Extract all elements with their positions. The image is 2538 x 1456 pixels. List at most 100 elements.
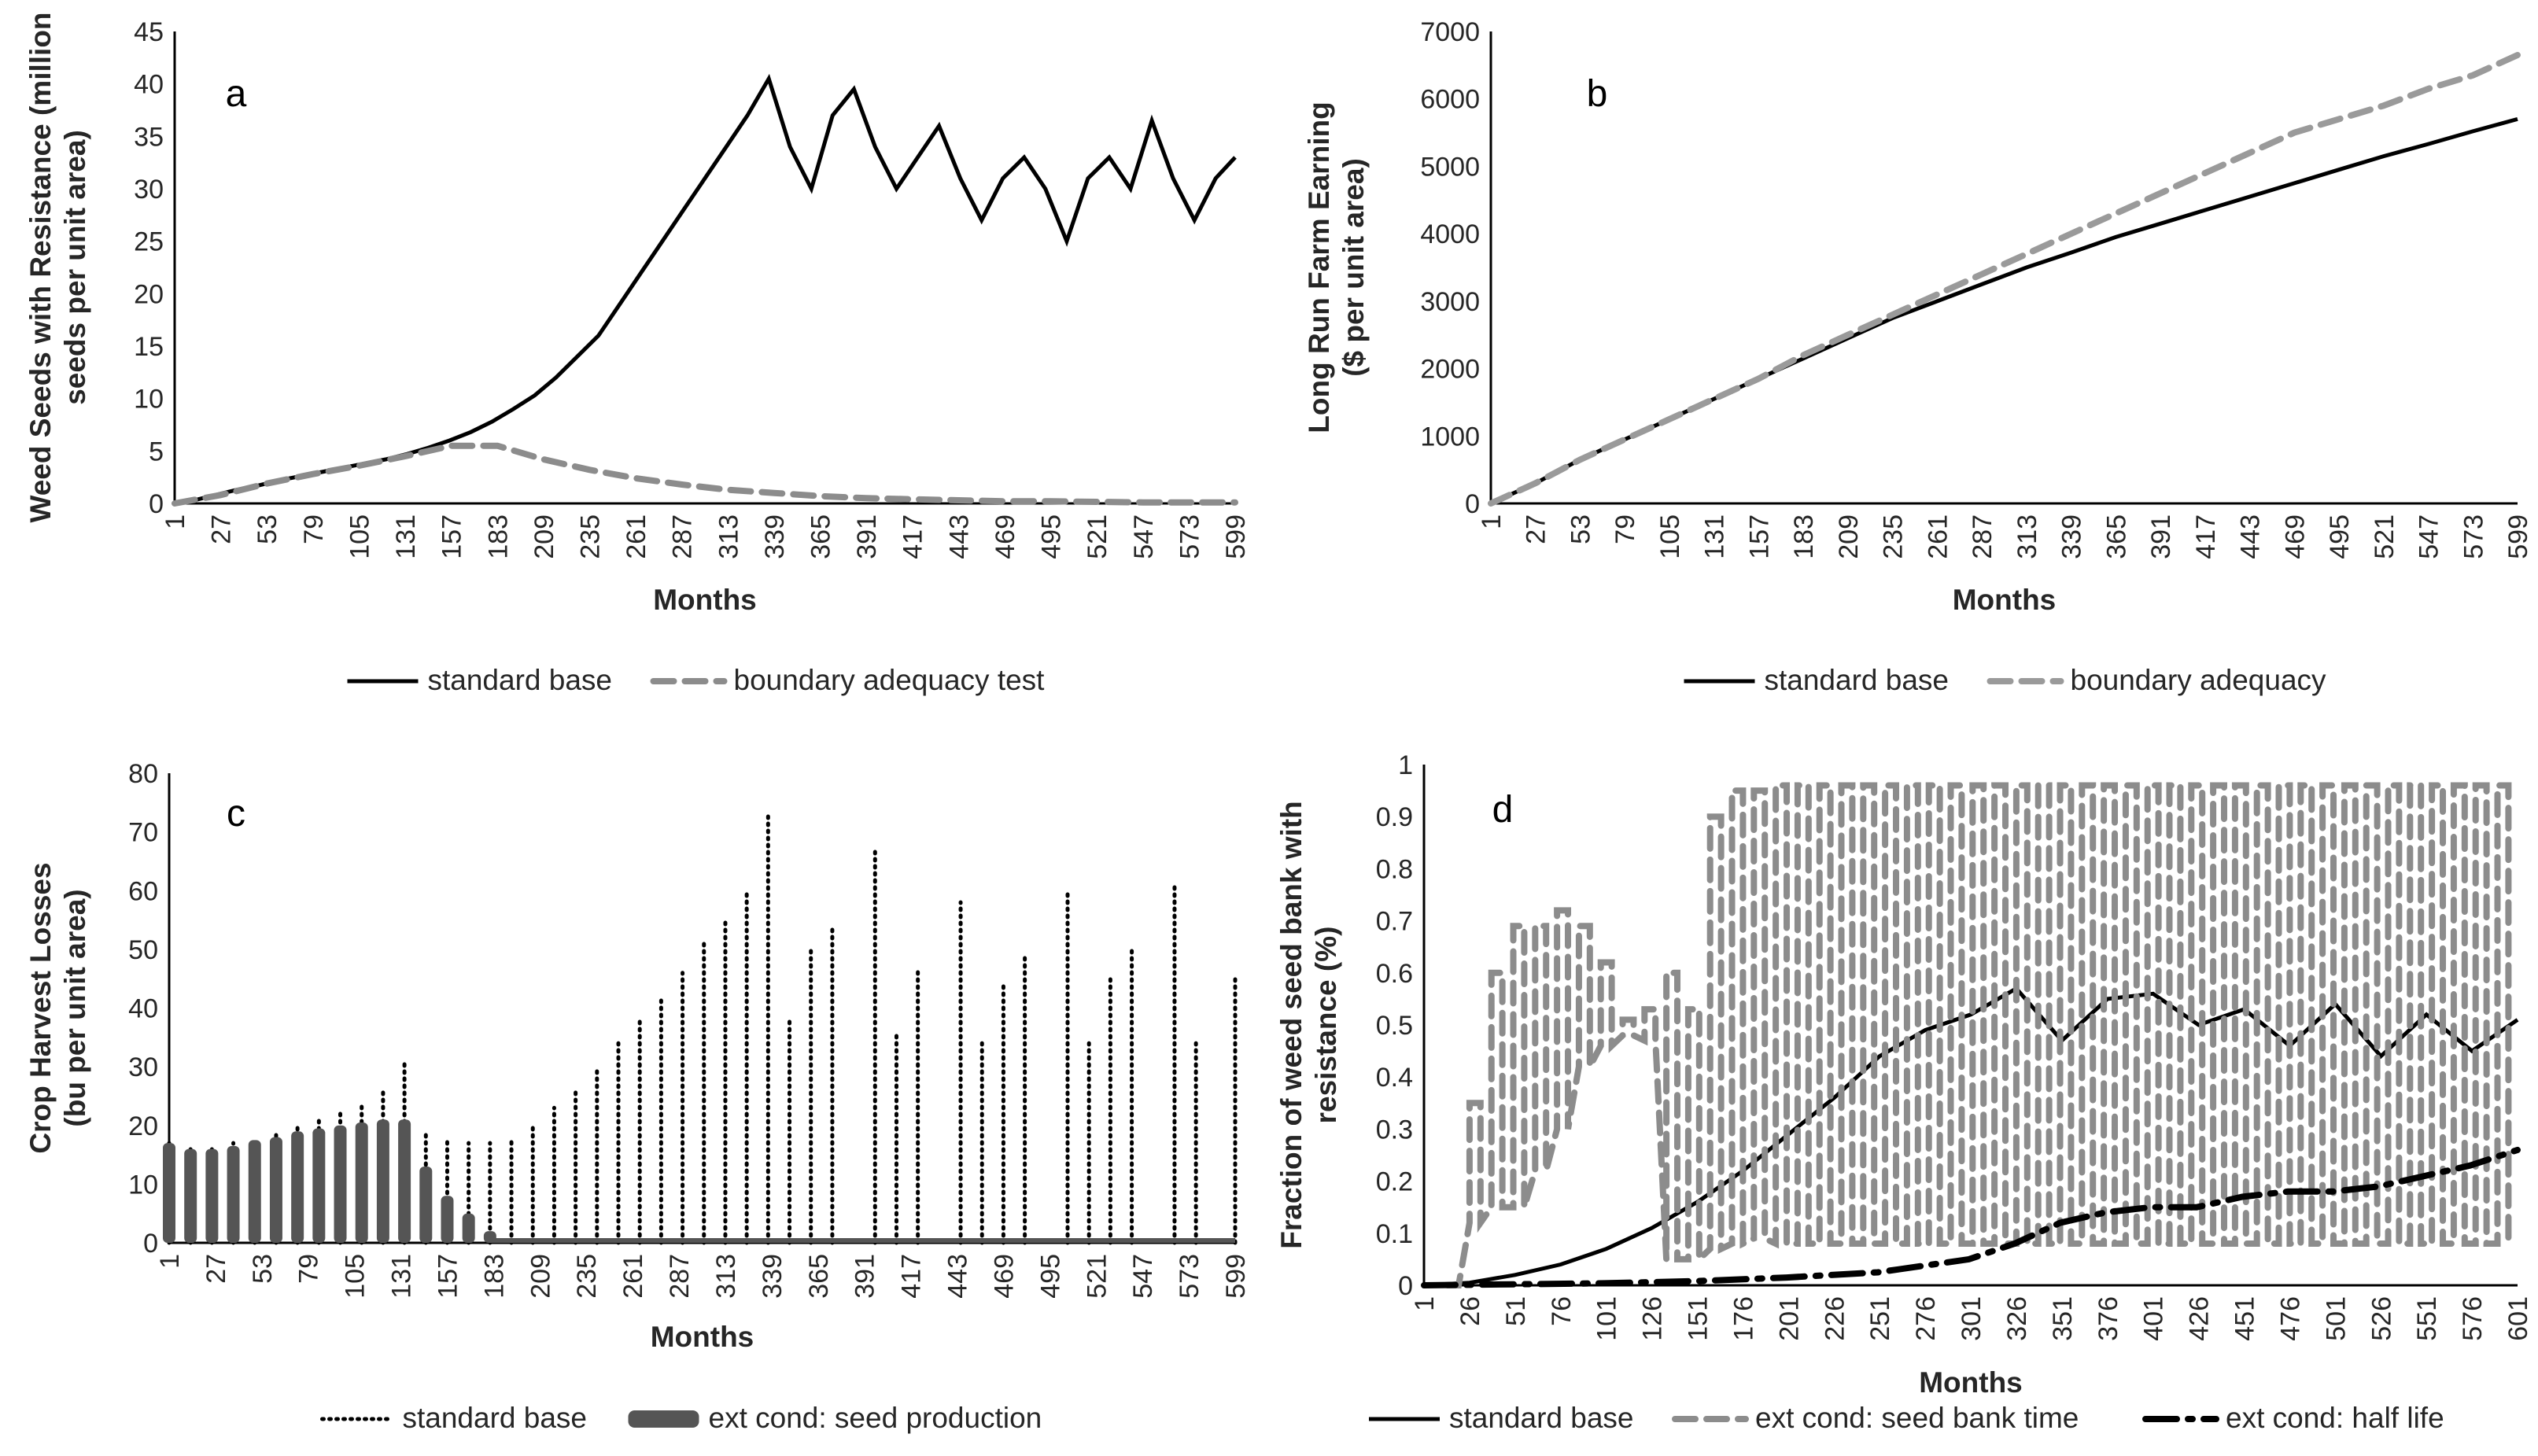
panel-letter: c (227, 793, 245, 835)
x-tick-label: 351 (2048, 1296, 2078, 1341)
x-tick-label: 417 (2191, 514, 2221, 559)
x-tick-label: 131 (391, 514, 421, 559)
y-tick-label: 0 (143, 1229, 158, 1259)
x-tick-label: 573 (1175, 514, 1204, 559)
x-tick-label: 339 (760, 514, 790, 559)
y-tick-label: 0 (1465, 489, 1480, 519)
x-tick-label: 261 (1923, 514, 1953, 559)
bar-mark (291, 1131, 304, 1243)
x-tick-label: 501 (2321, 1296, 2351, 1341)
x-tick-label: 426 (2185, 1296, 2215, 1341)
x-tick-label: 287 (668, 514, 698, 559)
x-tick-label: 443 (944, 514, 974, 559)
x-tick-label: 313 (714, 514, 743, 559)
y-tick-label: 20 (128, 1111, 158, 1141)
x-tick-label: 105 (341, 1254, 371, 1299)
x-tick-label: 495 (1035, 1254, 1065, 1299)
x-axis-title: Months (653, 584, 757, 616)
y-tick-label: 25 (134, 227, 164, 257)
x-tick-label: 183 (479, 1254, 509, 1299)
x-tick-label: 443 (2236, 514, 2266, 559)
x-tick-label: 287 (665, 1254, 695, 1299)
legend-label: boundary adequacy (2071, 664, 2327, 696)
x-tick-label: 157 (433, 1254, 463, 1299)
y-tick-label: 20 (134, 279, 164, 309)
y-tick-label: 0.8 (1376, 854, 1413, 884)
x-tick-label: 157 (437, 514, 467, 559)
x-tick-label: 201 (1774, 1296, 1804, 1341)
x-tick-label: 76 (1547, 1296, 1577, 1326)
x-tick-label: 521 (1083, 514, 1112, 559)
legend-label: standard base (1765, 664, 1950, 696)
x-tick-label: 313 (2012, 514, 2042, 559)
bar-mark (441, 1196, 454, 1243)
bar-mark (419, 1166, 433, 1243)
x-tick-label: 476 (2275, 1296, 2305, 1341)
y-tick-label: 10 (134, 385, 164, 415)
x-tick-label: 261 (622, 514, 651, 559)
x-tick-label: 27 (207, 514, 237, 544)
x-tick-label: 469 (990, 514, 1020, 559)
x-tick-label: 209 (1834, 514, 1864, 559)
y-tick-label: 40 (128, 994, 158, 1024)
series-ext-cond-seed-bank-time (1444, 782, 2512, 1288)
x-tick-label: 547 (1129, 514, 1159, 559)
x-tick-label: 417 (897, 1254, 927, 1299)
x-axis-title: Months (651, 1321, 754, 1353)
bar-mark (376, 1119, 389, 1243)
x-tick-label: 183 (1789, 514, 1819, 559)
x-axis-title: Months (1953, 584, 2057, 616)
x-tick-label: 365 (804, 1254, 834, 1299)
x-tick-label: 131 (387, 1254, 417, 1299)
x-tick-label: 365 (2101, 514, 2131, 559)
x-tick-label: 51 (1501, 1296, 1531, 1326)
x-tick-label: 339 (2057, 514, 2087, 559)
bar-mark (355, 1122, 368, 1243)
y-tick-label: 35 (134, 122, 164, 152)
x-tick-label: 1 (1477, 514, 1507, 529)
x-tick-label: 79 (1610, 514, 1640, 544)
x-tick-label: 251 (1865, 1296, 1895, 1341)
x-tick-label: 495 (1037, 514, 1067, 559)
x-tick-label: 469 (2280, 514, 2310, 559)
y-tick-label: 5 (149, 437, 164, 466)
bar-mark (205, 1148, 219, 1243)
x-tick-label: 339 (758, 1254, 788, 1299)
y-tick-label: 0.2 (1376, 1167, 1413, 1197)
y-axis-title: resistance (%) (1310, 927, 1342, 1124)
legend-label: standard base (1449, 1402, 1634, 1434)
x-tick-label: 183 (483, 514, 513, 559)
x-tick-label: 226 (1820, 1296, 1850, 1341)
x-tick-label: 105 (1655, 514, 1685, 559)
x-tick-label: 547 (2414, 514, 2444, 559)
y-tick-label: 30 (134, 175, 164, 205)
x-tick-label: 391 (850, 1254, 880, 1299)
x-tick-label: 276 (1911, 1296, 1941, 1341)
legend-label: ext cond: half life (2226, 1402, 2444, 1434)
bar-mark (312, 1128, 326, 1243)
panel-c: 0 10 20 30 40 50 60 70 80 1 27 53 79 105 131 157 183 209 2… (24, 759, 1251, 1434)
x-tick-label: 105 (345, 514, 374, 559)
x-tick-label: 235 (575, 514, 605, 559)
x-tick-label: 326 (2002, 1296, 2032, 1341)
x-tick-label: 526 (2366, 1296, 2396, 1341)
y-tick-label: 80 (128, 759, 158, 789)
x-tick-label: 101 (1592, 1296, 1622, 1341)
y-tick-label: 7000 (1420, 17, 1480, 47)
bar-mark (269, 1137, 282, 1243)
y-tick-label: 10 (128, 1170, 158, 1200)
y-axis-title: (bu per unit area) (59, 889, 91, 1126)
x-tick-label: 376 (2093, 1296, 2123, 1341)
y-tick-label: 60 (128, 876, 158, 906)
x-tick-label: 391 (852, 514, 882, 559)
x-tick-label: 521 (2370, 514, 2400, 559)
legend-label: boundary adequacy test (734, 664, 1046, 696)
x-tick-label: 176 (1728, 1296, 1758, 1341)
bar-mark (163, 1143, 175, 1243)
x-tick-label: 551 (2412, 1296, 2442, 1341)
x-tick-label: 521 (1082, 1254, 1112, 1299)
x-tick-label: 1 (160, 514, 190, 529)
bar-mark (462, 1213, 475, 1243)
bar-mark (334, 1125, 347, 1243)
